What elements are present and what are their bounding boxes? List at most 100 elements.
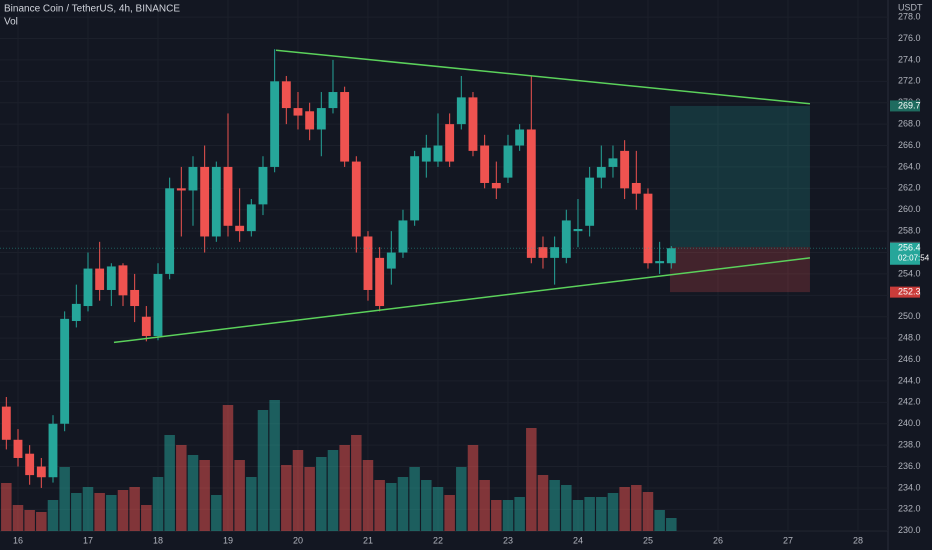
y-tick-label: 266.0	[898, 140, 921, 150]
countdown-label: 02:07:54	[898, 253, 930, 262]
x-tick-label: 25	[643, 535, 653, 545]
candle-body	[188, 166, 198, 191]
x-tick-label: 21	[363, 535, 373, 545]
volume-bar	[222, 405, 234, 531]
volume-bar	[246, 477, 257, 531]
candle-body	[386, 252, 396, 269]
volume-bar	[71, 493, 82, 531]
volume	[1, 400, 677, 531]
volume-bar	[152, 477, 164, 531]
y-tick-label: 242.0	[898, 397, 921, 407]
y-tick-label: 230.0	[898, 525, 921, 535]
volume-bar	[36, 512, 47, 531]
candle-body	[60, 318, 70, 424]
volume-bar	[596, 497, 607, 531]
y-tick-label: 274.0	[898, 54, 921, 64]
candle-body	[421, 147, 431, 162]
volume-bar	[94, 493, 105, 531]
volume-bar	[24, 510, 35, 531]
candle-body	[561, 220, 571, 258]
y-tick-label: 276.0	[898, 33, 921, 43]
candle-body	[270, 81, 280, 167]
candle-body	[83, 268, 93, 307]
candle-body	[445, 124, 455, 162]
x-tick-label: 16	[13, 535, 23, 545]
volume-bar	[526, 428, 537, 531]
volume-bar	[607, 493, 619, 531]
volume-bar	[129, 487, 140, 531]
candle-body	[130, 289, 140, 307]
candle-body	[375, 257, 385, 307]
y-axis-label: USDT	[898, 2, 923, 12]
x-tick-label: 24	[573, 535, 583, 545]
volume-bar	[199, 460, 210, 531]
candle-body	[433, 145, 443, 162]
candle-body	[246, 204, 256, 232]
target-zone	[669, 105, 810, 248]
volume-bar	[59, 467, 70, 531]
candle-body	[118, 265, 128, 296]
x-tick-label: 22	[433, 535, 443, 545]
trend-line	[275, 49, 811, 105]
volume-bar	[584, 497, 595, 531]
candle-body	[480, 145, 490, 183]
volume-bar	[327, 450, 339, 531]
y-tick-label: 260.0	[898, 204, 921, 214]
overlays	[0, 49, 888, 344]
y-tick-label: 262.0	[898, 183, 921, 193]
candles	[1, 49, 676, 488]
volume-bar	[292, 450, 304, 531]
y-tick-label: 258.0	[898, 226, 921, 236]
candle-body	[410, 156, 420, 221]
volume-bar	[456, 467, 467, 531]
stop-zone	[669, 247, 810, 293]
volume-bar	[82, 487, 94, 531]
volume-bar	[561, 485, 572, 531]
volume-bar	[642, 492, 654, 531]
volume-bar	[631, 485, 642, 531]
volume-bar	[281, 465, 292, 531]
candle-body	[95, 268, 105, 290]
y-tick-label: 246.0	[898, 354, 921, 364]
candle-body	[176, 188, 186, 191]
candle-body	[25, 453, 35, 476]
candle-body	[281, 81, 291, 109]
volume-bar	[386, 483, 397, 531]
volume-bar	[164, 435, 175, 531]
candle-body	[655, 261, 665, 264]
volume-bar	[12, 505, 24, 531]
volume-bar	[304, 467, 315, 531]
candle-body	[48, 423, 58, 478]
trend-line	[113, 257, 811, 344]
volume-bar	[491, 500, 502, 531]
y-tick-label: 232.0	[898, 504, 921, 514]
x-tick-label: 26	[713, 535, 723, 545]
volume-bar	[467, 445, 479, 531]
price-tag-label: 252.3	[898, 286, 921, 296]
y-tick-label: 248.0	[898, 333, 921, 343]
candle-body	[165, 188, 175, 274]
volume-bar	[1, 483, 12, 531]
price-tag	[890, 242, 920, 265]
volume-bar	[572, 500, 584, 531]
candle-body	[398, 220, 408, 253]
candle-body	[573, 228, 583, 232]
volume-bar	[211, 495, 222, 531]
candle-body	[468, 97, 478, 151]
candle-body	[200, 166, 210, 237]
volume-bar	[234, 460, 245, 531]
y-tick-label: 278.0	[898, 11, 921, 21]
candle-body	[515, 129, 525, 146]
candle-body	[503, 145, 513, 178]
candle-body	[631, 182, 641, 194]
volume-bar	[619, 487, 630, 531]
volume-bar	[187, 455, 199, 531]
candle-body	[235, 225, 245, 232]
candle-body	[491, 182, 501, 189]
candle-body	[106, 266, 116, 290]
candle-body	[643, 193, 653, 264]
candle-body	[258, 166, 268, 205]
candle-body	[363, 236, 373, 290]
